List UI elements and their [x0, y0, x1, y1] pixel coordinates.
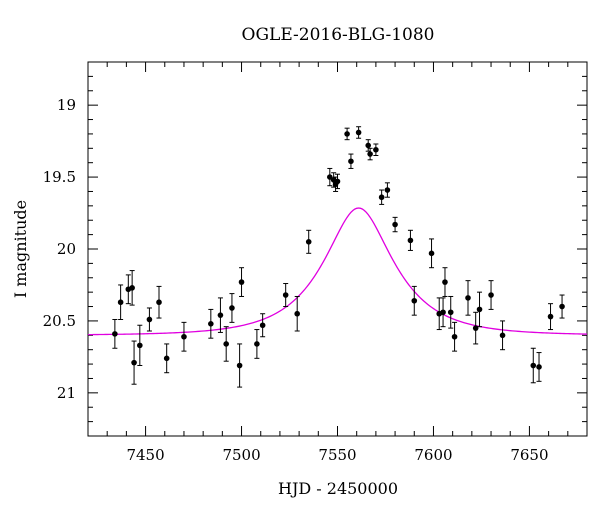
data-point [384, 187, 391, 193]
data-point [451, 333, 458, 340]
data-point [530, 362, 537, 369]
axis-tick-labels: 7450 7500 7550 7600 7650 19 19.5 20 20.5 21 [43, 96, 549, 464]
data-point [407, 237, 414, 244]
data-point [465, 295, 471, 301]
data-point [447, 309, 454, 316]
data-point [428, 250, 435, 257]
data-point [129, 285, 135, 291]
data-point [131, 359, 137, 366]
data-point [217, 312, 224, 318]
y-tick-label: 19 [57, 96, 76, 114]
error-bars [112, 126, 565, 388]
data-point [365, 142, 372, 149]
data-point [327, 174, 333, 180]
data-point [367, 151, 373, 157]
x-tick-label: 7550 [318, 446, 356, 464]
x-tick-label: 7600 [414, 446, 452, 464]
data-point [378, 194, 385, 201]
model-layer [88, 207, 587, 336]
data-point [223, 341, 229, 347]
x-tick-label: 7500 [222, 446, 260, 464]
data-point [254, 341, 260, 347]
chart-title: OGLE-2016-BLG-1080 [242, 25, 435, 45]
axis-ticks [87, 61, 588, 437]
data-point [355, 129, 362, 136]
y-tick-label: 21 [57, 384, 76, 402]
data-point [156, 299, 162, 306]
data-point [238, 279, 245, 285]
data-point [411, 297, 418, 304]
data-point [146, 316, 153, 323]
data-point [373, 146, 379, 153]
data-point [440, 309, 446, 316]
data-point [117, 299, 124, 306]
data-point [536, 364, 542, 370]
data-point [294, 310, 300, 317]
x-axis-label: HJD - 2450000 [278, 479, 398, 498]
data-point [334, 178, 341, 185]
data-point [476, 306, 483, 313]
data-point [344, 131, 350, 137]
data-point [236, 362, 243, 369]
plot-frame [87, 61, 588, 437]
x-tick-label: 7650 [510, 446, 548, 464]
data-point [559, 303, 565, 310]
data-point [547, 313, 554, 320]
data-point [392, 221, 398, 228]
data-point [229, 305, 235, 311]
data-point [208, 321, 214, 327]
y-axis-label: I magnitude [11, 200, 30, 298]
data-point [472, 325, 479, 331]
data-point [163, 355, 170, 362]
data-point [305, 239, 312, 245]
data-point [499, 332, 506, 339]
model-curve [88, 207, 587, 336]
data-point [282, 292, 289, 298]
data-point [112, 331, 118, 337]
data-point [181, 333, 187, 340]
data-point [259, 322, 266, 329]
data-point [348, 158, 354, 165]
x-tick-label: 7450 [126, 446, 164, 464]
data-point [442, 279, 448, 285]
y-tick-label: 19.5 [43, 168, 76, 186]
data-points [112, 129, 565, 370]
y-tick-label: 20 [57, 240, 76, 258]
y-tick-label: 20.5 [43, 312, 76, 330]
data-point [488, 292, 494, 298]
data-point [137, 342, 143, 349]
